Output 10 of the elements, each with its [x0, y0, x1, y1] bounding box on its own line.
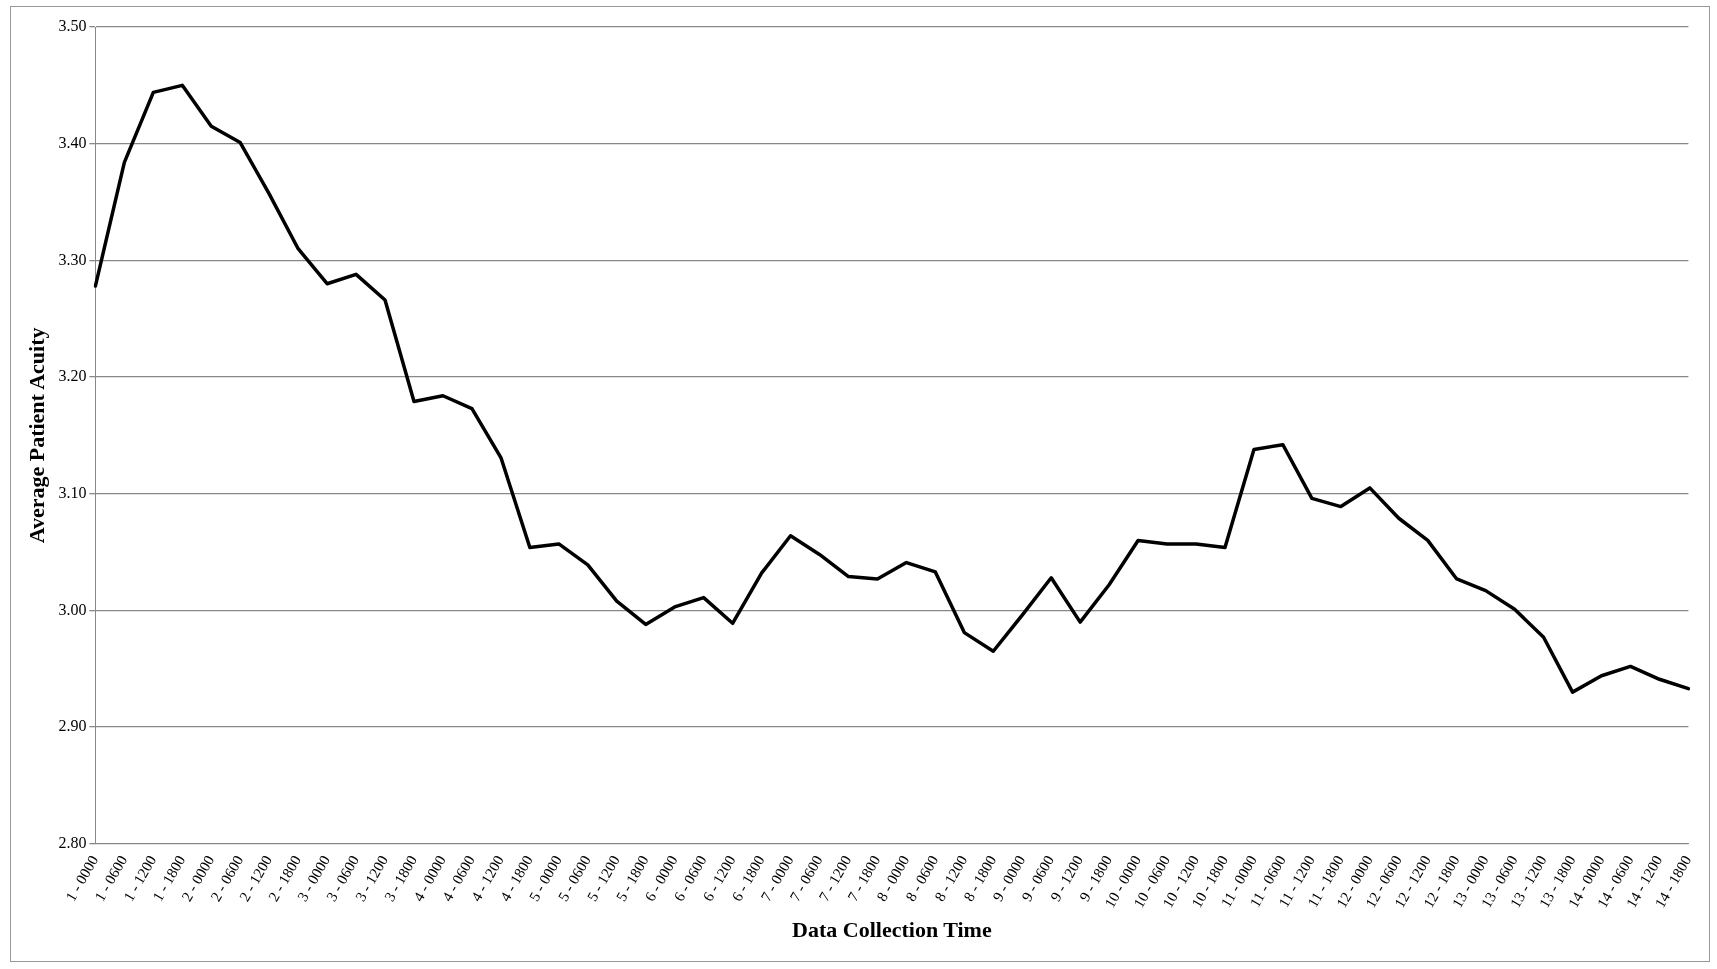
y-tick-label: 3.40 — [58, 133, 87, 151]
y-tick-label: 3.10 — [58, 483, 87, 501]
y-tick-label: 3.50 — [58, 17, 87, 35]
y-tick-label: 2.90 — [58, 717, 87, 735]
x-axis-title: Data Collection Time — [792, 917, 992, 943]
y-tick-label: 2.80 — [58, 834, 87, 852]
y-tick-label: 3.30 — [58, 250, 87, 268]
y-tick-label: 3.20 — [58, 367, 87, 385]
y-axis-title: Average Patient Acuity — [23, 327, 49, 544]
y-tick-label: 3.00 — [58, 600, 87, 618]
